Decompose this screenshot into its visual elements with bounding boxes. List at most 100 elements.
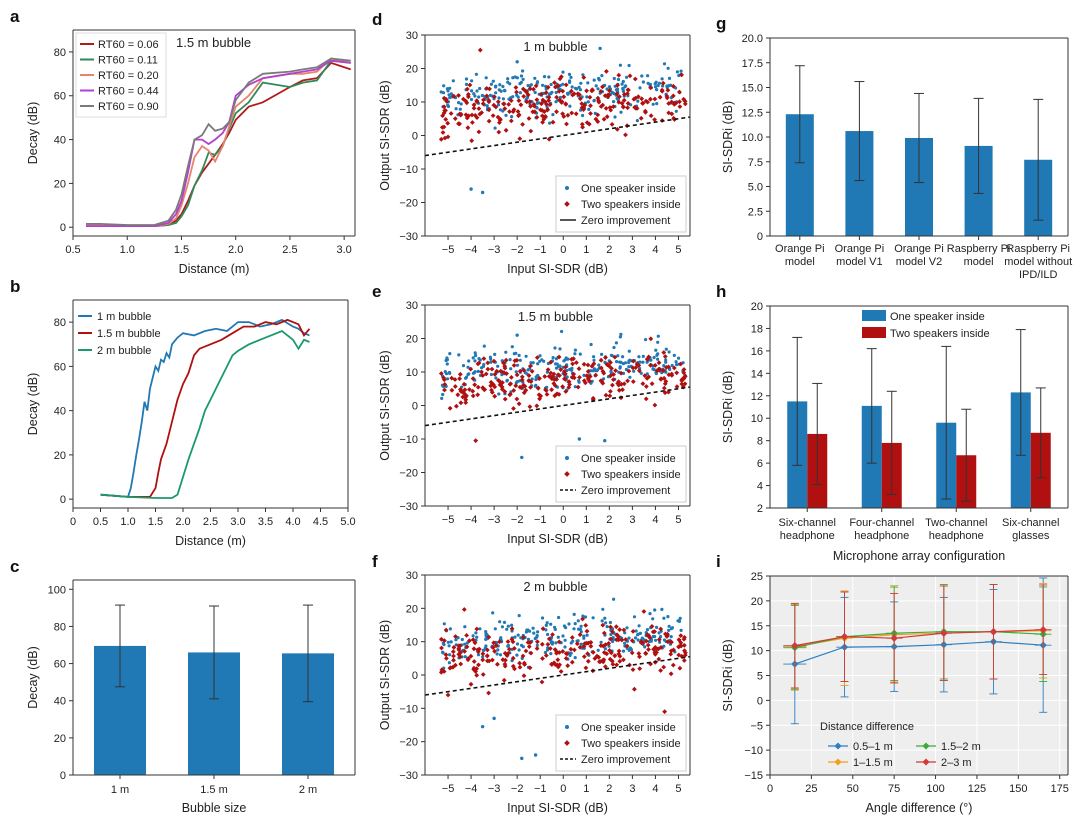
scatter-point-two bbox=[502, 106, 508, 112]
scatter-point-one bbox=[667, 628, 671, 633]
scatter-point-two bbox=[442, 108, 448, 114]
scatter-point-two bbox=[534, 355, 540, 361]
scatter-point-two bbox=[585, 651, 591, 657]
scatter-point-one bbox=[501, 109, 505, 113]
scatter-point-one bbox=[618, 335, 623, 339]
y-tick-label: −10 bbox=[399, 703, 418, 715]
scatter-point-one bbox=[558, 347, 562, 351]
legend-entry: One speaker inside bbox=[581, 183, 676, 195]
scatter-point-one bbox=[448, 653, 452, 657]
legend-swatch bbox=[565, 725, 569, 729]
scatter-point-one bbox=[473, 359, 477, 363]
scatter-point-two bbox=[600, 622, 606, 628]
scatter-point-two bbox=[480, 657, 486, 663]
scatter-point-one bbox=[636, 632, 640, 636]
scatter-point-two bbox=[483, 371, 489, 377]
scatter-point-one bbox=[533, 753, 538, 757]
scatter-point-one bbox=[621, 649, 626, 653]
scatter-point-two bbox=[494, 661, 500, 667]
category-label: model bbox=[785, 256, 815, 268]
scatter-point-one bbox=[651, 617, 655, 621]
scatter-point-one bbox=[656, 340, 660, 344]
scatter-point-one bbox=[628, 358, 632, 362]
y-tick-label: 8 bbox=[757, 436, 763, 448]
scatter-point-one bbox=[653, 634, 657, 639]
legend: One speaker inside Two speakers inside Zer… bbox=[555, 175, 687, 233]
x-tick-label: 25 bbox=[805, 783, 817, 795]
x-tick-label: 3 bbox=[629, 514, 635, 526]
legend-swatch bbox=[862, 327, 886, 338]
y-tick-label: 20 bbox=[406, 64, 418, 76]
y-tick-label: 10.0 bbox=[742, 132, 763, 144]
scatter-point-one bbox=[485, 632, 489, 637]
x-tick-label: 1 bbox=[583, 244, 589, 256]
scatter-point-two bbox=[585, 640, 591, 646]
scatter-point-two bbox=[520, 653, 526, 659]
scatter-point-two bbox=[493, 104, 499, 110]
scatter-point-one bbox=[529, 361, 533, 365]
scatter-point-two bbox=[441, 124, 447, 130]
x-tick-label: 3.5 bbox=[258, 516, 273, 528]
scatter-point-one bbox=[445, 377, 450, 381]
scatter-point-two bbox=[452, 116, 458, 122]
scatter-point-one bbox=[603, 438, 607, 443]
scatter-point-two bbox=[654, 649, 659, 655]
scatter-point-one bbox=[493, 352, 497, 356]
x-tick-label: 50 bbox=[847, 783, 859, 795]
scatter-point-two bbox=[603, 68, 609, 74]
scatter-point-two bbox=[678, 361, 684, 367]
scatter-point-two bbox=[564, 121, 569, 127]
legend: 1 m bubble 1.5 m bubble 2 m bubble bbox=[78, 311, 161, 357]
scatter-point-two bbox=[445, 120, 451, 126]
scatter-point-one bbox=[568, 104, 572, 108]
scatter-point-one bbox=[585, 633, 589, 637]
scatter-point-one bbox=[476, 369, 480, 373]
scatter-point-two bbox=[456, 121, 461, 127]
scatter-point-two bbox=[670, 662, 676, 668]
scatter-point-one bbox=[676, 619, 680, 623]
x-tick-label: −4 bbox=[465, 514, 478, 526]
scatter-point-two bbox=[671, 647, 676, 653]
legend-entry: Two speakers inside bbox=[581, 738, 681, 750]
scatter-point-one bbox=[464, 82, 469, 86]
scatter-point-one bbox=[597, 78, 602, 82]
scatter-point-two bbox=[601, 630, 607, 636]
scatter-point-two bbox=[464, 115, 470, 121]
scatter-point-two bbox=[577, 374, 582, 380]
scatter-point-two bbox=[682, 634, 687, 640]
scatter-point-one bbox=[670, 363, 674, 368]
legend-entry: RT60 = 0.20 bbox=[98, 70, 159, 82]
scatter-point-one bbox=[613, 115, 617, 119]
scatter-point-one bbox=[492, 716, 496, 721]
scatter-point-two bbox=[576, 366, 582, 372]
x-tick-label: 2.5 bbox=[282, 244, 297, 256]
scatter-point-two bbox=[625, 105, 631, 111]
scatter-point-two bbox=[642, 373, 648, 379]
panel-letter: g bbox=[716, 14, 726, 33]
scatter-point-two bbox=[617, 658, 623, 664]
scatter-point-two bbox=[676, 644, 682, 650]
scatter-point-two bbox=[641, 609, 647, 614]
scatter-point-two bbox=[588, 103, 593, 109]
scatter-point-one bbox=[653, 85, 658, 89]
x-tick-label: 5 bbox=[675, 514, 681, 526]
scatter-point-one bbox=[645, 372, 649, 376]
series-line-4 bbox=[86, 57, 351, 226]
scatter-point-two bbox=[469, 112, 475, 118]
zero-improvement-line bbox=[424, 116, 691, 157]
scatter-point-one bbox=[579, 642, 583, 646]
scatter-point-one bbox=[600, 619, 604, 623]
scatter-point-two bbox=[475, 392, 481, 398]
y-tick-label: 20.0 bbox=[742, 33, 763, 45]
scatter-point-two bbox=[463, 400, 469, 406]
scatter-point-one bbox=[660, 77, 664, 81]
y-axis-label: Decay (dB) bbox=[26, 646, 40, 709]
scatter-point-two bbox=[549, 387, 555, 393]
scatter-point-one bbox=[500, 373, 504, 377]
y-tick-label: 20 bbox=[406, 603, 418, 615]
scatter-point-two bbox=[501, 370, 507, 376]
legend: RT60 = 0.06 RT60 = 0.11 RT60 = 0.20 RT60 = … bbox=[75, 32, 167, 118]
scatter-point-two bbox=[452, 384, 458, 389]
y-tick-label: 0 bbox=[412, 670, 418, 682]
x-tick-label: 0.5 bbox=[93, 516, 108, 528]
